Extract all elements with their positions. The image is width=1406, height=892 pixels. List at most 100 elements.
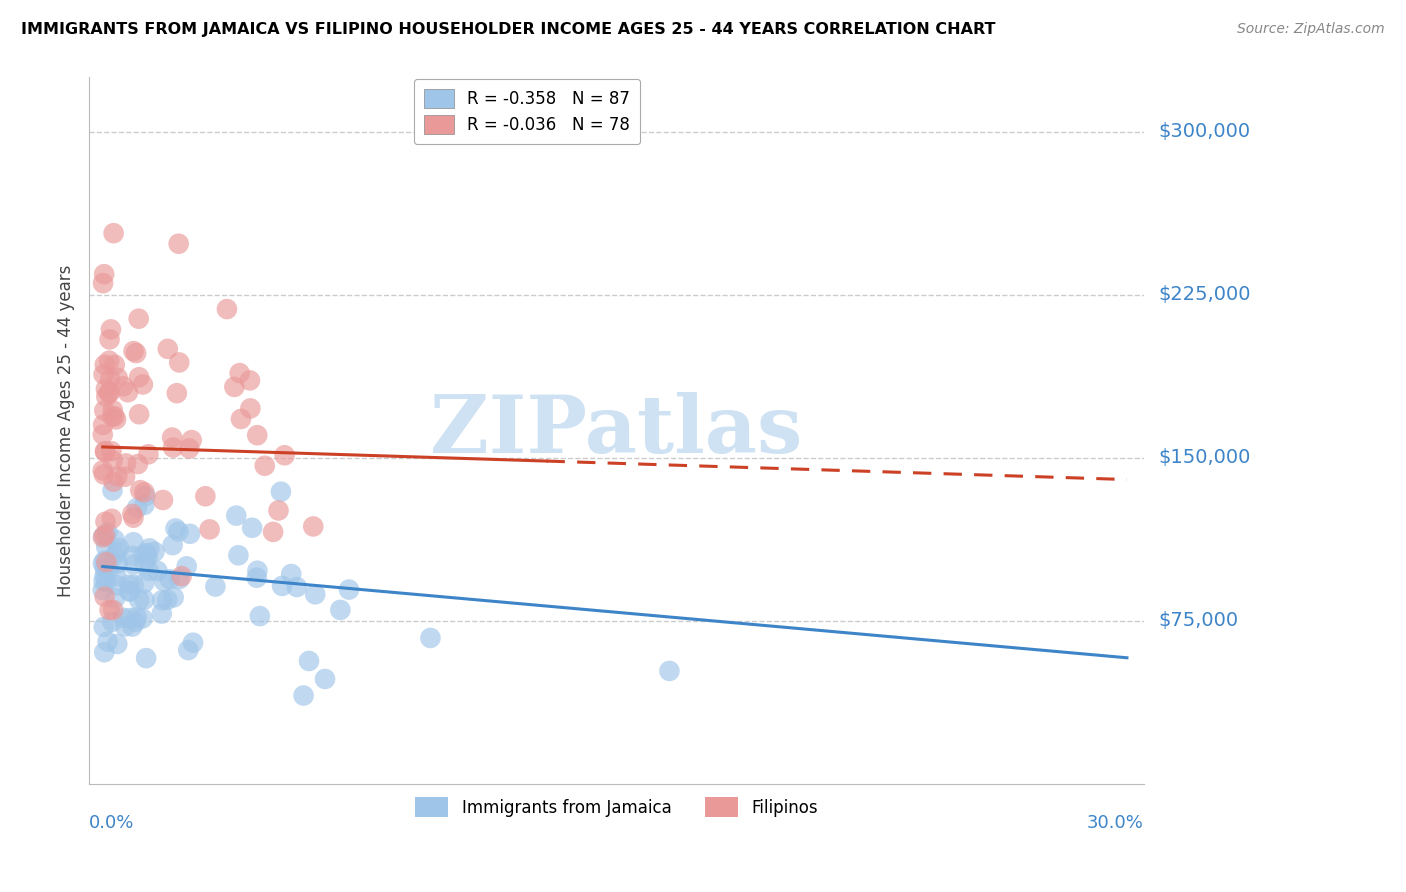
Point bbox=[94, 515, 117, 529]
Point bbox=[98, 353, 121, 368]
Point bbox=[138, 447, 160, 461]
Point bbox=[280, 567, 302, 582]
Point bbox=[246, 564, 269, 578]
Point bbox=[304, 587, 326, 601]
Point bbox=[122, 344, 145, 359]
Point bbox=[285, 580, 308, 594]
Text: ZIPatlas: ZIPatlas bbox=[430, 392, 803, 470]
Point bbox=[97, 385, 120, 400]
Point bbox=[228, 366, 250, 380]
Point bbox=[101, 483, 124, 498]
Legend: Immigrants from Jamaica, Filipinos: Immigrants from Jamaica, Filipinos bbox=[406, 789, 827, 825]
Point bbox=[107, 370, 129, 384]
Point bbox=[121, 549, 143, 563]
Point bbox=[105, 469, 128, 483]
Point bbox=[118, 611, 141, 625]
Point bbox=[239, 373, 262, 387]
Point bbox=[96, 390, 118, 404]
Point bbox=[94, 528, 117, 542]
Point bbox=[167, 524, 190, 539]
Point bbox=[156, 592, 179, 607]
Point bbox=[96, 540, 118, 554]
Point bbox=[98, 385, 121, 400]
Point bbox=[91, 530, 114, 544]
Text: IMMIGRANTS FROM JAMAICA VS FILIPINO HOUSEHOLDER INCOME AGES 25 - 44 YEARS CORREL: IMMIGRANTS FROM JAMAICA VS FILIPINO HOUS… bbox=[21, 22, 995, 37]
Point bbox=[100, 444, 122, 458]
Point bbox=[124, 615, 146, 629]
Point bbox=[93, 568, 115, 582]
Point bbox=[122, 578, 145, 592]
Point bbox=[94, 382, 117, 396]
Point bbox=[107, 556, 129, 570]
Point bbox=[91, 276, 114, 290]
Point bbox=[169, 572, 191, 586]
Text: $150,000: $150,000 bbox=[1159, 449, 1250, 467]
Point bbox=[93, 529, 115, 543]
Point bbox=[108, 541, 131, 555]
Point bbox=[111, 611, 134, 625]
Point bbox=[162, 441, 184, 455]
Point bbox=[134, 489, 156, 503]
Point bbox=[121, 507, 143, 521]
Point bbox=[125, 346, 148, 360]
Point bbox=[270, 484, 292, 499]
Point bbox=[138, 541, 160, 556]
Point bbox=[229, 412, 252, 426]
Point bbox=[181, 636, 204, 650]
Point bbox=[122, 535, 145, 549]
Point bbox=[91, 557, 114, 571]
Point bbox=[103, 533, 125, 547]
Point bbox=[271, 579, 294, 593]
Point bbox=[101, 512, 124, 526]
Point bbox=[135, 546, 157, 560]
Point bbox=[176, 559, 198, 574]
Point bbox=[267, 503, 290, 517]
Point bbox=[98, 372, 121, 386]
Text: 0.0%: 0.0% bbox=[89, 814, 135, 832]
Point bbox=[128, 407, 150, 421]
Text: $75,000: $75,000 bbox=[1159, 611, 1239, 631]
Point bbox=[131, 611, 153, 625]
Point bbox=[118, 584, 141, 599]
Point bbox=[329, 603, 352, 617]
Text: $225,000: $225,000 bbox=[1159, 285, 1250, 304]
Point bbox=[253, 458, 276, 473]
Point bbox=[93, 620, 115, 634]
Point bbox=[129, 483, 152, 498]
Point bbox=[122, 558, 145, 572]
Point bbox=[98, 603, 121, 617]
Point bbox=[117, 385, 139, 400]
Point bbox=[337, 582, 360, 597]
Point bbox=[314, 672, 336, 686]
Point bbox=[150, 607, 173, 621]
Point bbox=[93, 645, 115, 659]
Point bbox=[105, 569, 128, 583]
Point bbox=[93, 574, 115, 589]
Point bbox=[104, 591, 127, 606]
Point bbox=[93, 403, 115, 417]
Point bbox=[122, 510, 145, 524]
Point bbox=[166, 386, 188, 401]
Point bbox=[240, 521, 263, 535]
Point bbox=[94, 445, 117, 459]
Point bbox=[246, 428, 269, 442]
Point bbox=[138, 564, 160, 578]
Point bbox=[94, 444, 117, 458]
Point bbox=[93, 590, 115, 604]
Point bbox=[103, 226, 125, 240]
Point bbox=[94, 561, 117, 575]
Point bbox=[121, 619, 143, 633]
Point bbox=[101, 403, 124, 417]
Point bbox=[239, 401, 262, 416]
Point bbox=[127, 457, 149, 471]
Point bbox=[128, 370, 150, 384]
Point bbox=[91, 583, 114, 598]
Point bbox=[91, 417, 114, 432]
Point bbox=[101, 603, 124, 617]
Point bbox=[98, 333, 121, 347]
Point bbox=[128, 593, 150, 607]
Point bbox=[246, 571, 269, 585]
Point bbox=[156, 342, 179, 356]
Point bbox=[101, 409, 124, 424]
Point bbox=[103, 409, 125, 424]
